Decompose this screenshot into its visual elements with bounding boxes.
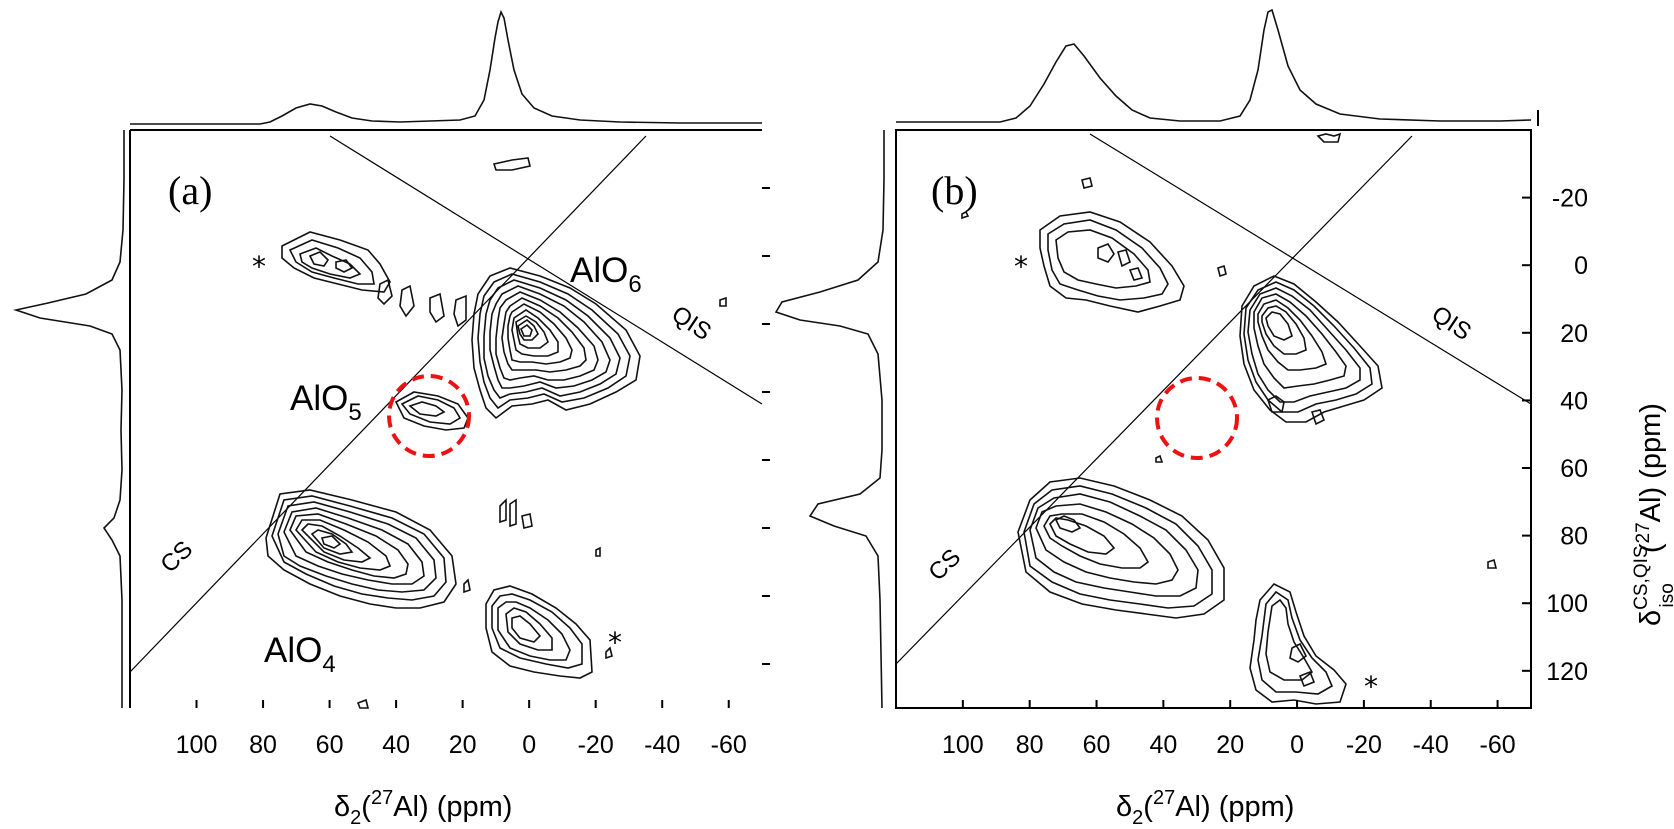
x-tick-label: 40 — [382, 731, 410, 759]
x-tick-label: -20 — [1346, 731, 1382, 759]
panel-a-streaks — [377, 278, 467, 328]
panel-a-cs-line — [129, 135, 647, 673]
panel-b-left-projection — [774, 130, 885, 709]
y-tick-label: 120 — [1546, 658, 1588, 686]
panel-a-qis-line — [329, 135, 763, 405]
x-tick-label: 80 — [1016, 731, 1044, 759]
panel-a-x-title: δ2(27Al) (ppm) — [334, 787, 512, 829]
x-tick-label: -40 — [644, 731, 680, 759]
x-tick-label: -60 — [711, 731, 747, 759]
panel-a-alo5-contours — [394, 391, 469, 431]
y-tick-label: 0 — [1574, 252, 1588, 280]
panel-b-label: (b) — [931, 168, 978, 213]
y-tick-label: 100 — [1546, 590, 1588, 618]
y-tick-label: -20 — [1552, 185, 1588, 213]
x-tick-label: 100 — [176, 731, 218, 759]
panel-b-x-title: δ2(27Al) (ppm) — [1116, 787, 1294, 829]
panel-a-sideband-lower — [485, 585, 593, 679]
panel-b-star-upper: * — [1014, 250, 1028, 283]
x-tick-label: 40 — [1149, 731, 1177, 759]
x-tick-label: 100 — [942, 731, 984, 759]
panel-b-noise — [961, 132, 1498, 569]
y-tick-label: 80 — [1560, 523, 1588, 551]
panel-b-qis-line — [1089, 133, 1532, 405]
panel-a-alo4-contours — [265, 489, 457, 609]
panel-b-alo4-contours — [1017, 477, 1225, 619]
x-tick-label: 20 — [1216, 731, 1244, 759]
panel-a-qis-label: QIS — [667, 301, 716, 347]
panel-a: (a) * * AlO6 AlO5 AlO4 CS QIS 100 80 60 40 2… — [12, 9, 770, 829]
panel-a-star-lower: * — [608, 626, 622, 659]
x-tick-label: -20 — [578, 731, 614, 759]
panel-a-alo5-label: AlO5 — [290, 379, 362, 426]
panel-a-right-ticks — [762, 187, 770, 665]
panel-a-noise — [356, 296, 727, 709]
panel-a-x-ticks: 100 80 60 40 20 0 -20 -40 -60 — [176, 700, 747, 759]
x-tick-label: 0 — [1290, 731, 1304, 759]
panel-a-left-projection — [12, 130, 125, 708]
panel-a-alo5-highlight — [387, 374, 471, 458]
panel-b-alo5-highlight — [1155, 376, 1239, 460]
panel-b-top-projection — [896, 8, 1532, 123]
panel-b-cs-line — [895, 135, 1413, 665]
panel-a-sideband-upper — [281, 231, 391, 293]
panel-b-x-ticks: 100 80 60 40 20 0 -20 -40 -60 — [942, 700, 1516, 759]
x-tick-label: 60 — [1083, 731, 1111, 759]
panel-b-cs-label: CS — [923, 544, 966, 587]
panel-b-y-title: δCS,QIS iso(27Al) (ppm) — [1631, 403, 1674, 626]
panel-b-sideband-lower — [1249, 583, 1347, 705]
panel-a-alo6-contours — [471, 267, 641, 420]
panel-b-sideband-upper — [1039, 211, 1227, 313]
y-tick-label: 60 — [1560, 455, 1588, 483]
panel-a-alo6-label: AlO6 — [570, 251, 642, 298]
y-tick-label: 20 — [1560, 320, 1588, 348]
panel-a-label: (a) — [168, 168, 212, 213]
panel-a-alo4-label: AlO4 — [264, 631, 336, 678]
x-tick-label: -40 — [1413, 731, 1449, 759]
panel-b-qis-label: QIS — [1427, 301, 1476, 347]
panel-a-spot-top — [492, 157, 531, 171]
x-tick-label: 0 — [522, 731, 536, 759]
panel-a-star-upper: * — [252, 250, 266, 283]
x-tick-label: 60 — [316, 731, 344, 759]
panel-b-star-lower: * — [1364, 670, 1378, 703]
x-tick-label: -60 — [1480, 731, 1516, 759]
panel-b-frame — [895, 129, 1532, 709]
panel-b: -20 0 20 40 60 80 100 120 — [774, 8, 1674, 829]
panel-a-top-projection — [130, 9, 762, 125]
x-tick-label: 80 — [249, 731, 277, 759]
y-tick-label: 40 — [1560, 387, 1588, 415]
panel-b-y-ticks: -20 0 20 40 60 80 100 120 — [1522, 185, 1588, 686]
panel-a-cs-label: CS — [155, 536, 198, 579]
x-tick-label: 20 — [449, 731, 477, 759]
panel-b-alo6-contours — [1239, 275, 1383, 426]
